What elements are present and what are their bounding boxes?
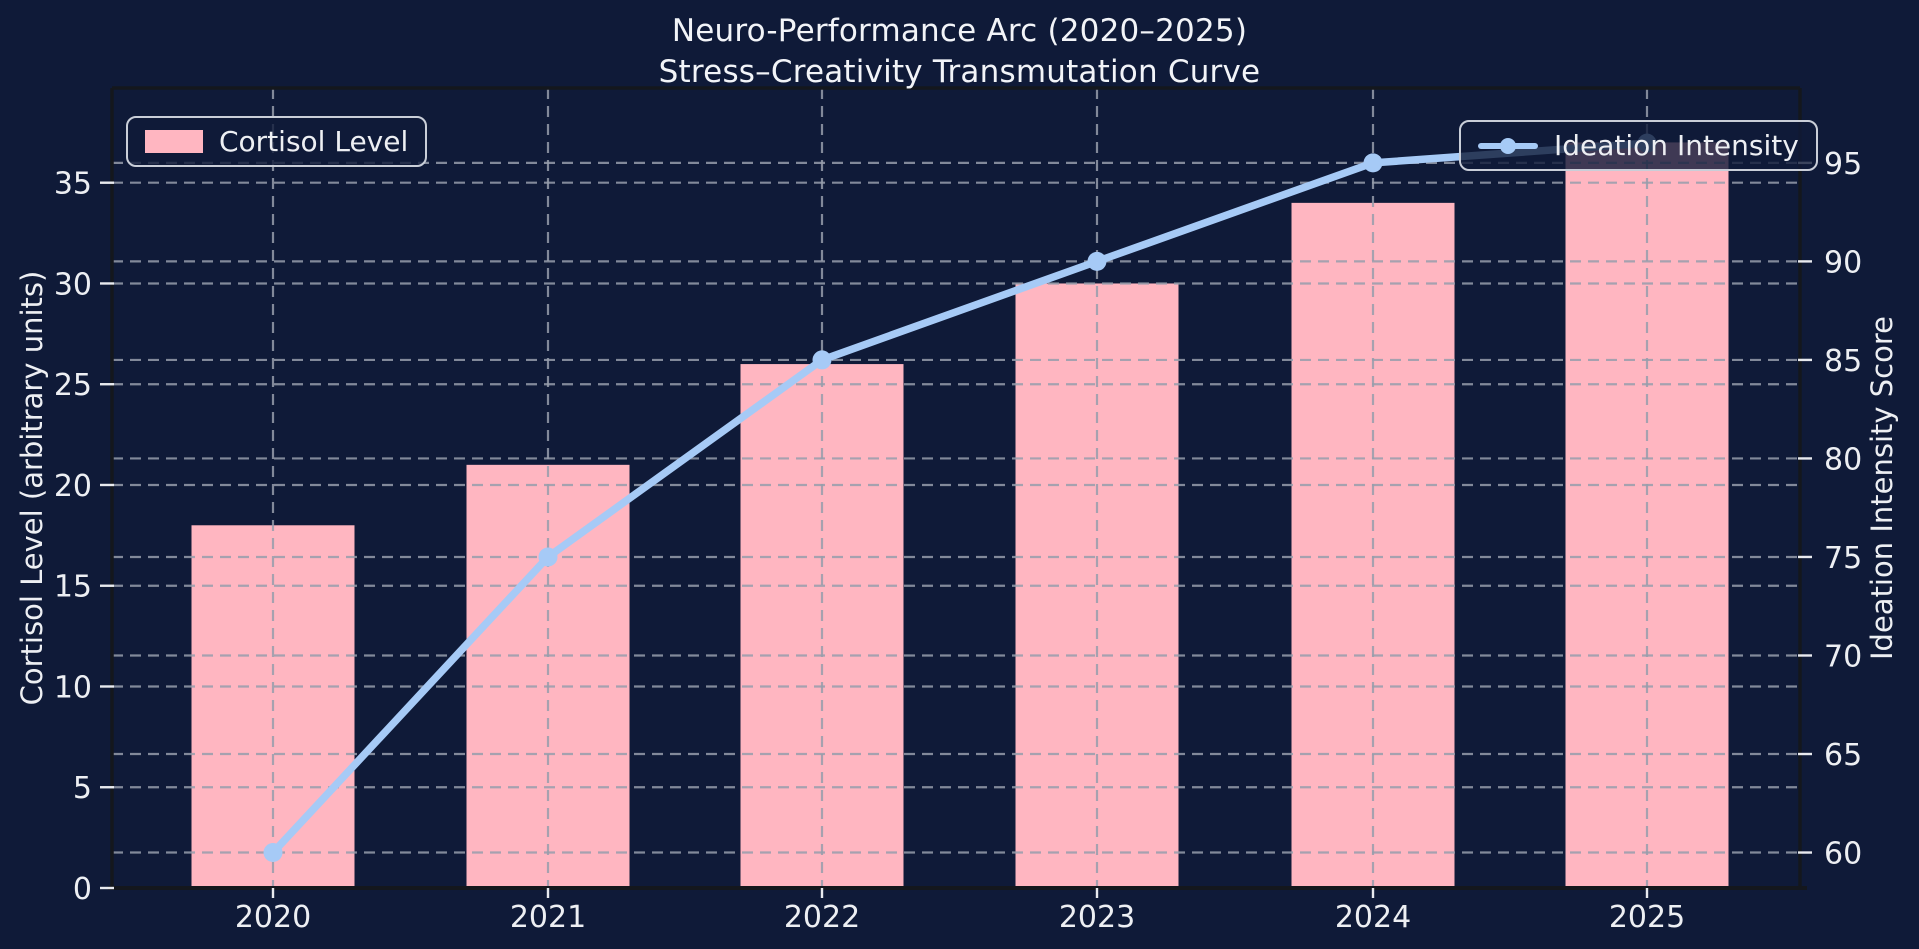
right-tick-label-70: 70: [1824, 639, 1862, 674]
x-tick-label-2022: 2022: [784, 900, 860, 935]
left-tick-label-25: 25: [54, 368, 92, 403]
cortisol-swatch-icon: [145, 130, 203, 153]
marker-2021: [538, 547, 558, 567]
right-tick-label-80: 80: [1824, 442, 1862, 477]
x-tick-label-2025: 2025: [1609, 900, 1685, 935]
legend-cortisol-label: Cortisol Level: [219, 125, 409, 158]
chart-title: Neuro-Performance Arc (2020–2025) Stress…: [0, 11, 1919, 93]
chart-title-line2: Stress–Creativity Transmutation Curve: [658, 53, 1261, 90]
right-tick-label-85: 85: [1824, 344, 1862, 379]
ideation-line: [269, 139, 1651, 857]
left-tick-label-30: 30: [54, 267, 92, 302]
right-tick-label-65: 65: [1824, 738, 1862, 773]
marker-2020: [263, 843, 283, 863]
marker-2022: [812, 350, 832, 370]
right-tick-label-90: 90: [1824, 245, 1862, 280]
left-tick-label-35: 35: [54, 167, 92, 202]
legend-ideation-label: Ideation Intensity: [1554, 129, 1799, 162]
chart-title-line1: Neuro-Performance Arc (2020–2025): [671, 13, 1248, 49]
left-tick-label-20: 20: [54, 469, 92, 504]
ideation-swatch-icon: [1478, 134, 1538, 158]
legend-ideation: Ideation Intensity: [1459, 120, 1818, 171]
marker-2023: [1087, 251, 1107, 271]
legend-cortisol: Cortisol Level: [126, 116, 428, 167]
left-axis-label: Cortisol Level (arbitrary units): [15, 270, 49, 706]
x-tick-label-2020: 2020: [235, 900, 311, 935]
right-tick-label-75: 75: [1824, 541, 1862, 576]
x-tick-label-2021: 2021: [510, 900, 586, 935]
right-tick-label-60: 60: [1824, 837, 1862, 872]
x-tick-label-2024: 2024: [1335, 900, 1411, 935]
left-tick-label-5: 5: [73, 771, 92, 806]
right-axis-label: Ideation Intensity Score: [1865, 315, 1899, 661]
marker-2024: [1363, 153, 1383, 173]
left-tick-label-15: 15: [54, 570, 92, 605]
right-tick-label-95: 95: [1824, 147, 1862, 182]
left-tick-label-0: 0: [73, 872, 92, 907]
x-tick-label-2023: 2023: [1059, 900, 1135, 935]
left-tick-label-10: 10: [54, 670, 92, 705]
